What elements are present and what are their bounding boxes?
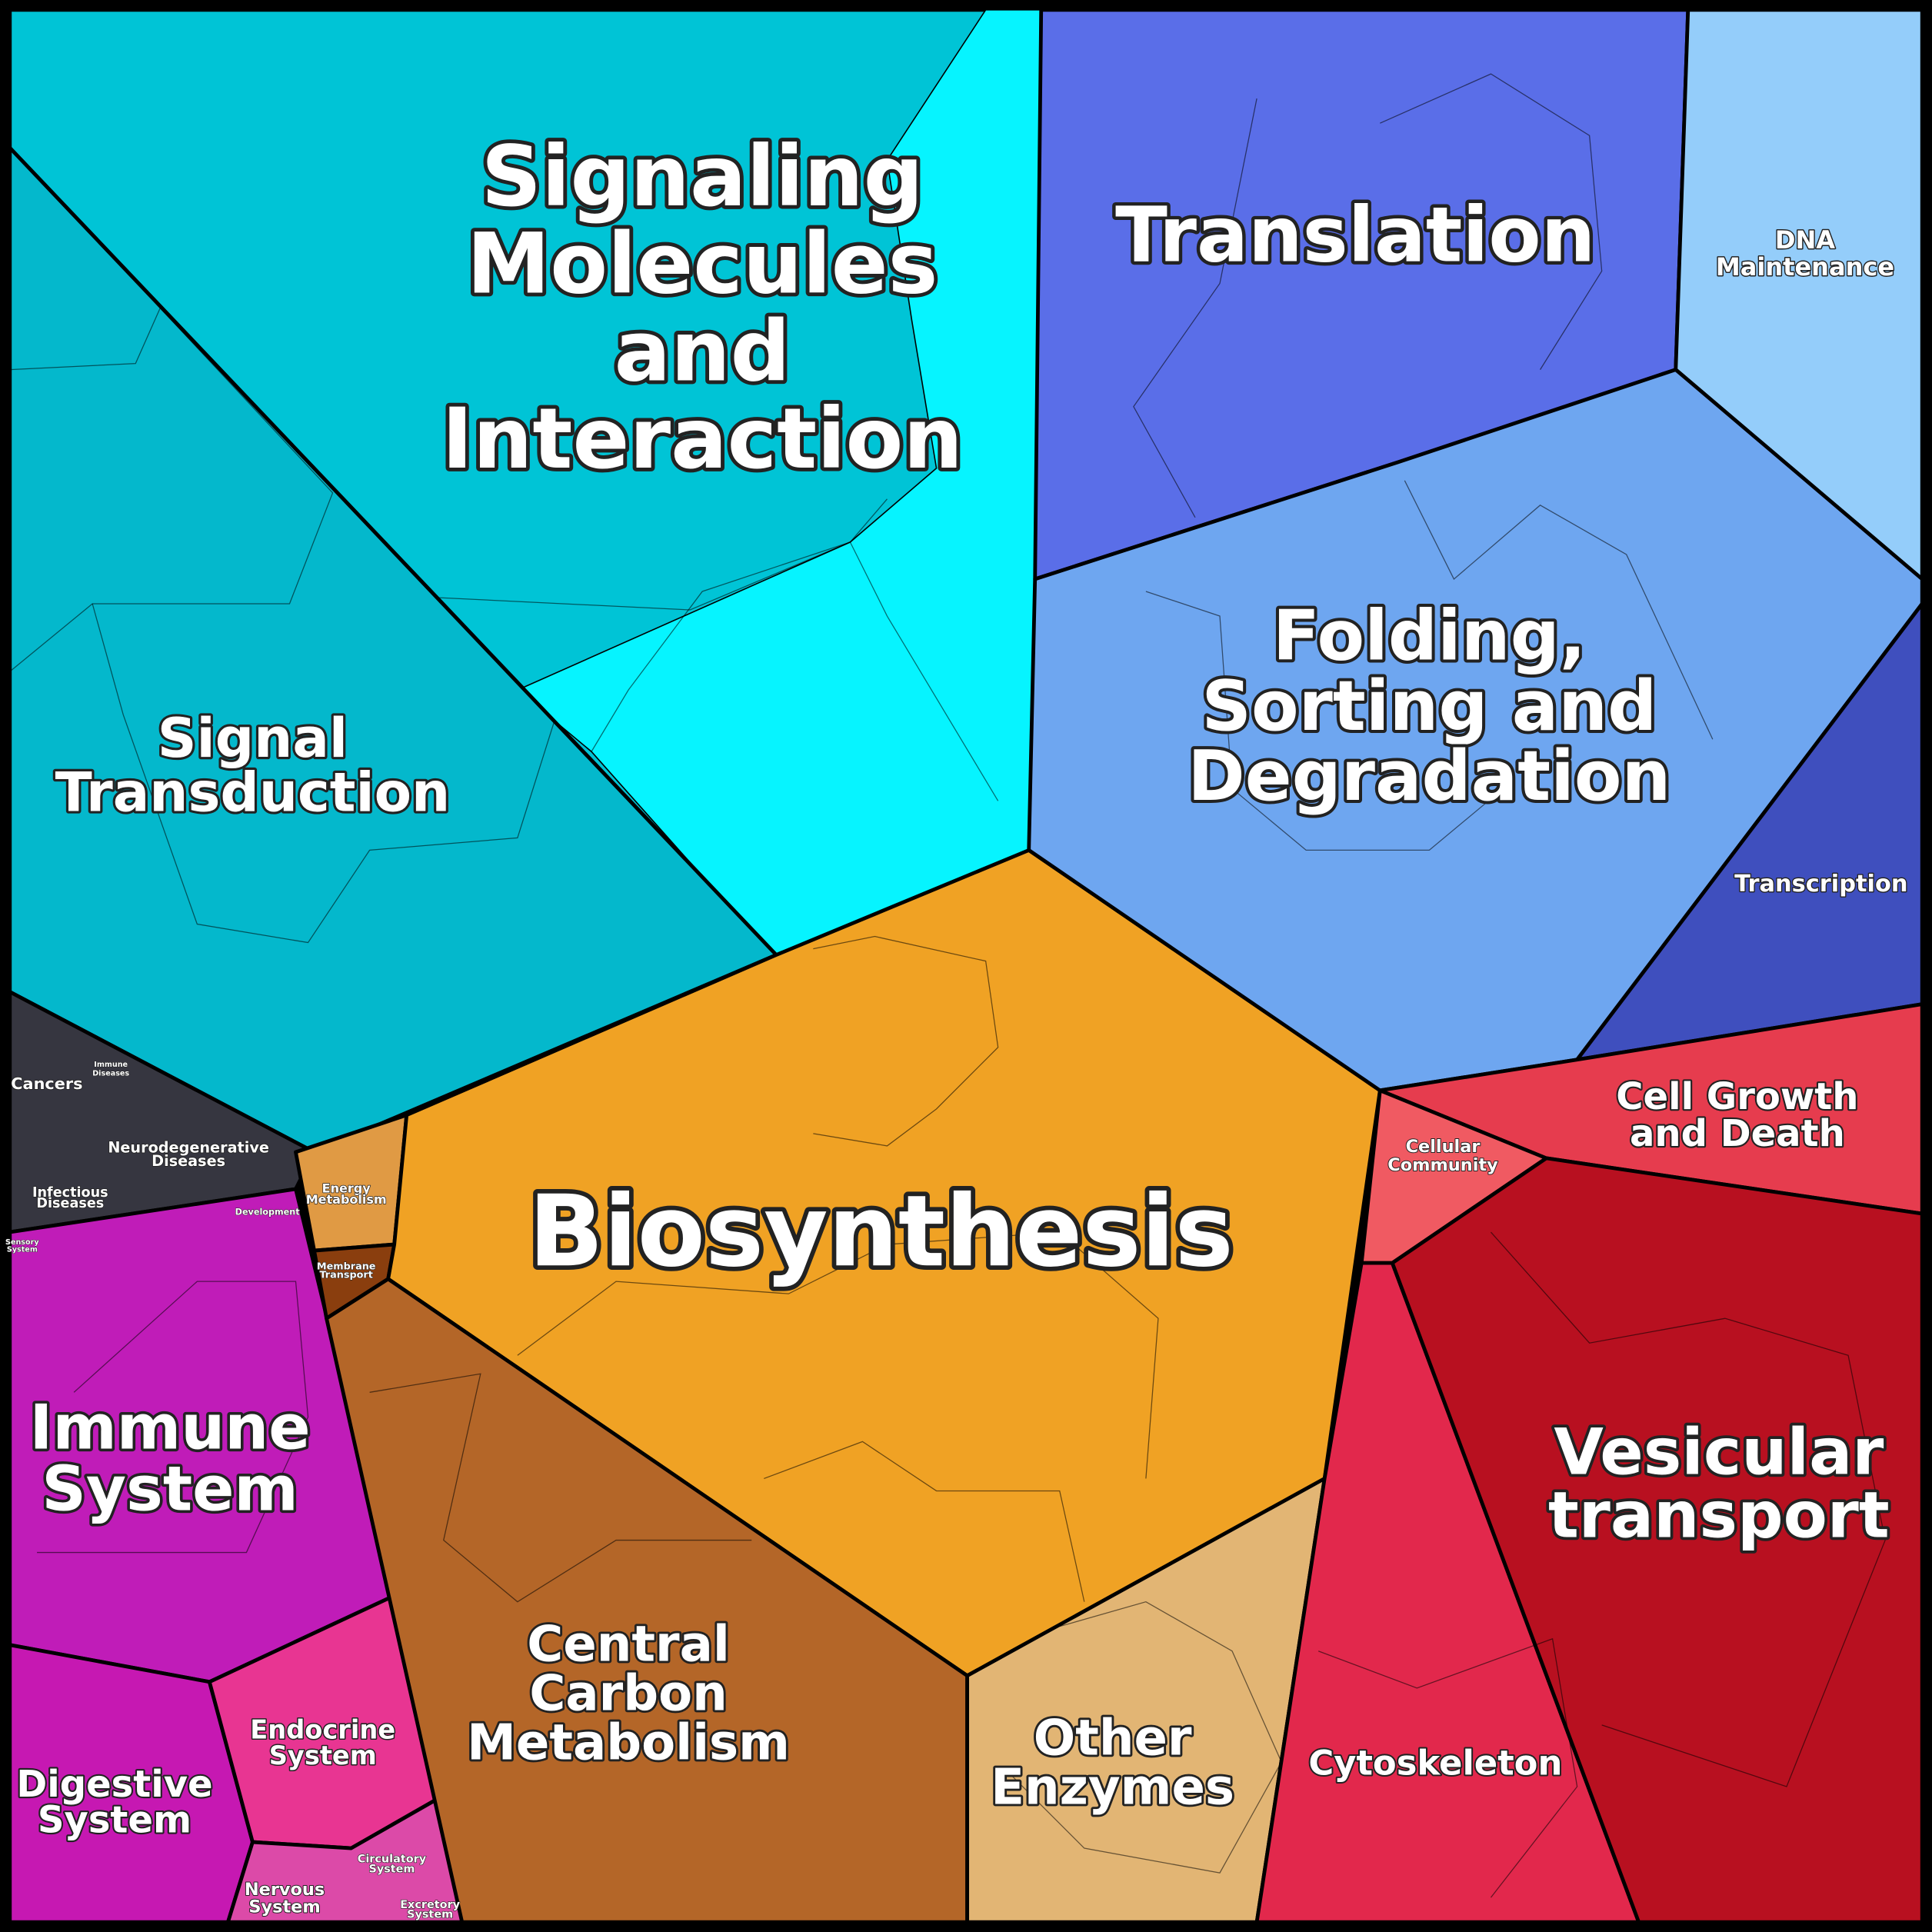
- cell-edge: [1133, 98, 1257, 518]
- cell-edge: [591, 541, 999, 801]
- region-label: and: [615, 302, 791, 400]
- region-label: Carbon: [529, 1666, 727, 1723]
- regions: [8, 8, 1924, 1924]
- region-label: Maintenance: [1716, 252, 1894, 281]
- cell-edge: [1380, 73, 1603, 370]
- region-label: System: [7, 1245, 38, 1254]
- region-label: Translation: [1115, 192, 1595, 280]
- region-label: Diseases: [152, 1152, 225, 1170]
- region-label: Membrane: [317, 1261, 376, 1272]
- region-label: Transport: [319, 1270, 372, 1281]
- cell-edge: [37, 1281, 309, 1554]
- cell-edge: [437, 498, 888, 611]
- cytoskeleton-region: [1254, 1261, 1641, 1924]
- cell-edge: [764, 1441, 1085, 1602]
- cell-texture: [9, 73, 1886, 1898]
- region-label: Neurodegenerative: [108, 1139, 269, 1157]
- region-label: Diseases: [92, 1069, 129, 1078]
- region-label: System: [248, 1897, 320, 1917]
- cell-edge: [1490, 1231, 1886, 1787]
- cell-edge: [1145, 591, 1504, 851]
- region-label: Infectious: [32, 1185, 108, 1201]
- region-label: transport: [1548, 1477, 1890, 1552]
- region-label: Digestive: [16, 1763, 212, 1806]
- region-label: Excretory: [400, 1899, 460, 1911]
- cell-edge: [1010, 1601, 1282, 1874]
- vesicular-transport-region: [1390, 1156, 1924, 1924]
- region-label: Circulatory: [358, 1853, 427, 1865]
- region-label: Interaction: [441, 390, 963, 488]
- region-label: Vesicular: [1554, 1415, 1884, 1490]
- region-label: System: [42, 1454, 298, 1525]
- region-label: Immune: [94, 1061, 128, 1069]
- region-label: Immune: [30, 1392, 311, 1464]
- cell-edge: [1404, 480, 1714, 740]
- region-label: Development: [235, 1207, 301, 1217]
- region-label: Energy: [322, 1181, 371, 1195]
- region-label: Molecules: [467, 215, 938, 313]
- region-label: Cytoskeleton: [1308, 1743, 1562, 1784]
- region-label: Folding,: [1273, 596, 1586, 676]
- region-label: Cellular: [1406, 1137, 1481, 1157]
- region-label: Metabolism: [467, 1715, 790, 1772]
- region-label: Nervous: [245, 1880, 325, 1900]
- region-label: Metabolism: [306, 1192, 387, 1207]
- region-label: Other: [1034, 1710, 1192, 1767]
- region-label: System: [407, 1909, 453, 1921]
- region-label: Biosynthesis: [528, 1174, 1234, 1289]
- cell-edge: [92, 603, 555, 944]
- region-label: Cell Growth: [1616, 1075, 1858, 1118]
- region-label: Central: [527, 1617, 730, 1674]
- region-label: System: [38, 1798, 192, 1841]
- region-label: Community: [1387, 1155, 1498, 1175]
- region-label: Diseases: [36, 1196, 104, 1211]
- region-label: and Death: [1630, 1112, 1845, 1155]
- region-label: Degradation: [1188, 737, 1671, 817]
- region-label: Cancers: [11, 1074, 82, 1093]
- cell-edge: [813, 935, 999, 1147]
- region-label: Sorting and: [1201, 667, 1657, 747]
- region-label: Transcription: [1734, 871, 1907, 898]
- region-label: Sensory: [5, 1238, 39, 1247]
- region-label: System: [269, 1740, 377, 1770]
- region-label: System: [368, 1863, 415, 1875]
- region-label: Enzymes: [991, 1759, 1234, 1816]
- region-label: Signaling: [481, 128, 924, 225]
- region-label: Signal: [158, 707, 348, 770]
- cell-edge: [517, 1231, 1159, 1479]
- region-label: Transduction: [55, 761, 451, 824]
- region-label: Endocrine: [250, 1714, 395, 1744]
- cell-edge: [1317, 1637, 1578, 1898]
- region-label: DNA: [1775, 225, 1835, 255]
- cell-edge: [369, 1373, 752, 1603]
